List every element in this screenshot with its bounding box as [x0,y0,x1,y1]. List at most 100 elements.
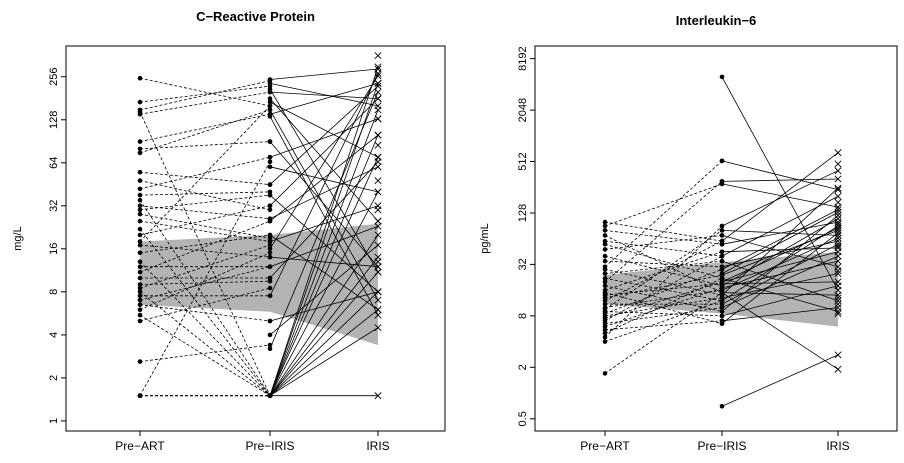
data-point [602,327,608,333]
solid-segment [269,98,379,222]
dashed-segment [604,230,723,310]
dashed-segment [604,300,723,342]
solid-segment [721,196,839,257]
data-point [719,233,725,238]
solid-segment [269,116,379,316]
data-point [374,296,382,304]
data-point [374,222,382,230]
data-point [834,270,842,278]
solid-segment [721,218,839,287]
dashed-segment [139,105,271,242]
solid-segment [721,232,839,324]
data-point [267,114,273,119]
data-point [137,239,143,244]
data-point [602,298,608,304]
data-point [137,211,143,217]
data-point [267,278,273,284]
y-tick-label: 4 [48,332,60,338]
data-point [137,218,143,224]
data-point [267,246,273,252]
y-tick-label: 32 [48,200,60,212]
y-tick-label: 8 [517,313,529,319]
solid-segment [269,118,379,158]
data-point [267,285,273,291]
data-point [834,215,842,223]
solid-segment [721,178,839,182]
data-point [267,264,273,270]
data-point [137,259,143,265]
data-point [137,192,143,198]
solid-segment [269,83,379,396]
data-point [602,301,608,307]
data-point [719,290,725,295]
data-point [602,371,608,376]
data-point [267,239,273,244]
plot-frame [65,45,446,432]
y-axis-label: mg/L [12,226,24,250]
solid-segment [721,227,839,283]
solid-segment [269,73,379,296]
data-point [374,88,382,96]
data-point [602,267,608,272]
data-point [374,63,382,71]
x-tick-label: IRIS [826,439,849,453]
solid-segment [721,307,839,322]
data-point [719,258,725,264]
solid-segment [269,327,379,397]
solid-segment [269,225,379,268]
data-point [137,169,143,175]
dashed-segment [139,77,271,107]
x-tick-label: IRIS [366,439,389,453]
dashed-segment [139,291,271,397]
data-point [719,271,725,276]
data-point [602,238,608,244]
data-point [602,279,608,285]
dashed-segment [604,292,723,374]
solid-segment [721,209,839,270]
dashed-segment [139,80,271,111]
data-point [267,89,273,95]
y-tick-label: 8192 [517,46,529,70]
dashed-segment [139,205,271,220]
solid-segment [269,101,379,158]
data-point [374,153,382,161]
data-point [137,99,143,105]
data-point [267,103,273,109]
solid-segment [269,256,379,396]
solid-segment [721,240,839,268]
solid-segment [269,85,379,185]
data-point [719,305,725,310]
data-point [602,223,608,229]
data-point [834,206,842,214]
data-point [137,186,143,192]
data-point [834,192,842,200]
data-point [719,228,725,233]
data-point [267,232,273,238]
data-point [137,146,143,152]
data-point [374,288,382,296]
data-point [374,311,382,319]
dashed-segment [139,191,271,196]
data-point [374,263,382,271]
dashed-segment [604,235,723,293]
data-point [267,332,273,338]
y-tick-label: 1 [48,418,60,424]
data-point [834,231,842,239]
data-point [374,79,382,87]
y-tick-label: 32 [517,258,529,270]
data-point [137,282,143,287]
solid-segment [269,244,379,336]
data-point [137,297,143,303]
data-point [374,231,382,239]
data-point [602,219,608,225]
data-point [137,393,143,399]
solid-segment [269,166,379,193]
data-point [137,307,143,313]
data-point [374,115,382,123]
solid-segment [269,134,379,396]
data-point [374,268,382,276]
dashed-segment [604,260,723,268]
data-point [602,233,608,238]
data-point [267,81,273,86]
data-point [834,297,842,305]
